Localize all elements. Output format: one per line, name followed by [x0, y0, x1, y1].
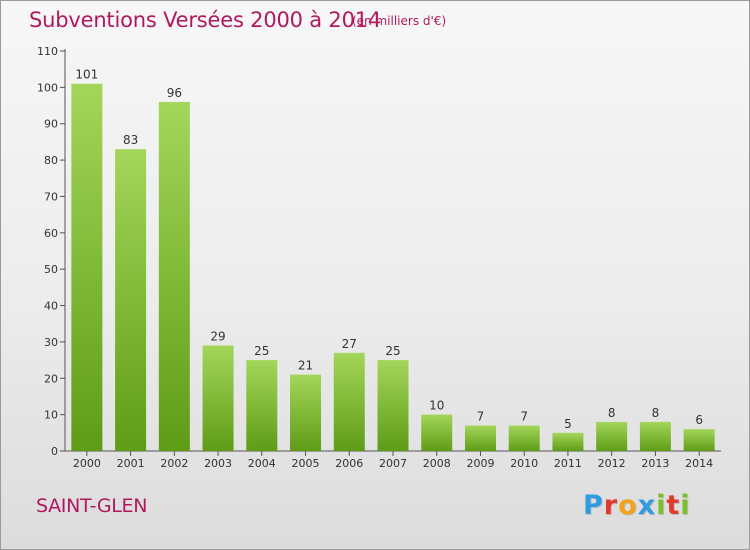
data-label: 7: [477, 410, 485, 424]
bar: [683, 429, 715, 451]
data-label: 8: [652, 406, 660, 420]
x-tick-label: 2009: [466, 457, 494, 470]
x-tick-label: 2011: [554, 457, 582, 470]
x-tick-label: 2002: [160, 457, 188, 470]
bar: [464, 425, 496, 451]
x-tick-label: 2006: [335, 457, 363, 470]
proxiti-logo: Proxiti: [583, 490, 691, 521]
data-label: 7: [520, 410, 528, 424]
bar: [552, 432, 584, 451]
y-tick-label: 40: [44, 300, 58, 313]
x-tick-label: 2003: [204, 457, 232, 470]
bar: [290, 374, 322, 451]
y-tick-label: 0: [51, 445, 58, 458]
logo-letter: r: [603, 490, 619, 521]
data-label: 101: [75, 68, 98, 82]
logo-letter: x: [637, 490, 657, 521]
data-label: 21: [298, 359, 313, 373]
x-tick-label: 2001: [117, 457, 145, 470]
x-tick-label: 2013: [641, 457, 669, 470]
y-tick-label: 90: [44, 118, 58, 131]
data-label: 25: [254, 344, 269, 358]
bar: [158, 101, 190, 451]
data-label: 29: [210, 330, 225, 344]
x-tick-label: 2005: [292, 457, 320, 470]
y-tick-label: 100: [37, 81, 58, 94]
y-tick-label: 80: [44, 154, 58, 167]
bar: [246, 360, 278, 451]
data-label: 27: [342, 337, 357, 351]
data-label: 6: [695, 413, 703, 427]
bar: [508, 425, 540, 451]
data-label: 25: [385, 344, 400, 358]
data-label: 10: [429, 399, 444, 413]
x-tick-label: 2012: [598, 457, 626, 470]
logo-letter: i: [680, 490, 691, 521]
y-tick-label: 50: [44, 263, 58, 276]
data-label: 96: [167, 86, 182, 100]
y-tick-label: 60: [44, 227, 58, 240]
x-tick-label: 2004: [248, 457, 276, 470]
logo-letter: i: [656, 490, 667, 521]
x-tick-label: 2010: [510, 457, 538, 470]
bar: [596, 421, 628, 451]
bar: [202, 345, 234, 451]
commune-name: SAINT-GLEN: [36, 495, 148, 517]
bar: [377, 360, 409, 451]
bar: [639, 421, 671, 451]
y-tick-label: 10: [44, 409, 58, 422]
data-label: 5: [564, 417, 572, 431]
data-label: 83: [123, 133, 138, 147]
bar: [421, 414, 453, 451]
y-tick-label: 30: [44, 336, 58, 349]
y-tick-label: 110: [37, 45, 58, 58]
bar: [115, 149, 147, 451]
x-tick-label: 2008: [423, 457, 451, 470]
unit-label: (en milliers d'€): [352, 14, 447, 28]
bar: [333, 352, 365, 451]
data-label: 8: [608, 406, 616, 420]
bar: [71, 83, 103, 452]
logo-letter: P: [583, 490, 604, 521]
logo-letter: t: [666, 490, 681, 521]
x-tick-label: 2007: [379, 457, 407, 470]
logo-letter: o: [618, 490, 638, 521]
x-tick-label: 2014: [685, 457, 713, 470]
chart-title: Subventions Versées 2000 à 2014: [29, 8, 382, 32]
x-tick-label: 2000: [73, 457, 101, 470]
y-tick-label: 70: [44, 190, 58, 203]
y-tick-label: 20: [44, 372, 58, 385]
